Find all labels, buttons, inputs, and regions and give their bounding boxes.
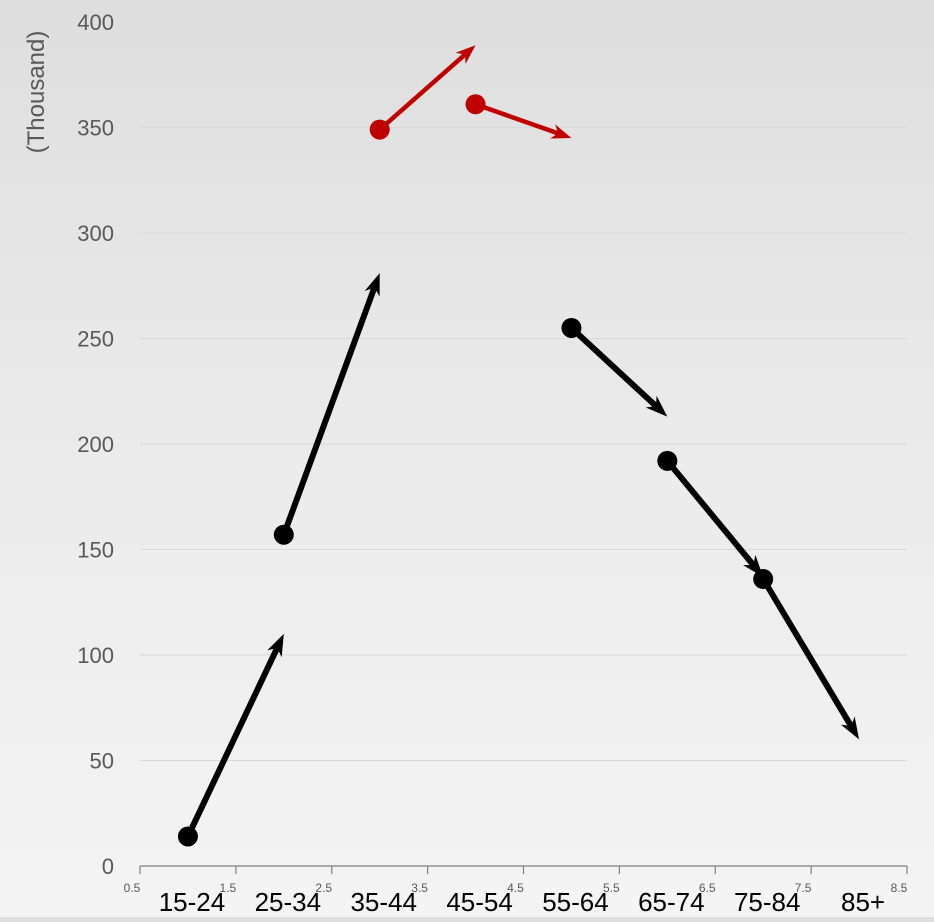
y-tick-label: 400 bbox=[77, 10, 114, 35]
arrow-shaft bbox=[664, 457, 755, 567]
x-tick-label: 0.5 bbox=[124, 881, 141, 895]
y-tick-label: 50 bbox=[90, 749, 114, 774]
y-tick-label: 200 bbox=[77, 432, 114, 457]
x-tick-label: 2.5 bbox=[315, 881, 332, 895]
y-tick-label: 350 bbox=[77, 116, 114, 141]
arrow-head bbox=[364, 273, 380, 297]
arrow-shaft bbox=[760, 576, 853, 727]
data-point bbox=[657, 450, 678, 471]
axis-layer: (Thousand) 0 50 100 150 200 250 300 350 400 0.5 1.… bbox=[23, 10, 908, 917]
x-tick-label: 8.5 bbox=[891, 881, 908, 895]
category-label: 25-34 bbox=[255, 887, 322, 917]
category-label: 85+ bbox=[841, 887, 885, 917]
grid-layer bbox=[140, 21, 907, 761]
category-label: 75-84 bbox=[734, 887, 801, 917]
category-label: 45-54 bbox=[446, 887, 513, 917]
x-tick-label: 7.5 bbox=[795, 881, 812, 895]
data-point bbox=[753, 569, 774, 590]
x-tick-label: 3.5 bbox=[411, 881, 428, 895]
data-point bbox=[273, 524, 294, 545]
y-tick-label: 250 bbox=[77, 327, 114, 352]
category-label: 55-64 bbox=[542, 887, 609, 917]
category-label: 65-74 bbox=[638, 887, 705, 917]
arrow-shaft bbox=[568, 324, 658, 408]
arrow-head bbox=[645, 395, 668, 417]
data-point bbox=[561, 317, 582, 338]
x-tick-label: 1.5 bbox=[220, 881, 237, 895]
arrow-head bbox=[550, 124, 572, 139]
y-tick-label: 150 bbox=[77, 538, 114, 563]
arrow-head bbox=[267, 633, 284, 658]
data-point bbox=[369, 119, 390, 140]
arrow-shaft bbox=[473, 102, 559, 135]
arrow-head bbox=[840, 716, 860, 740]
y-tick-label: 300 bbox=[77, 221, 114, 246]
arrow-shaft bbox=[377, 53, 466, 132]
arrow-shaft bbox=[280, 286, 377, 538]
data-point bbox=[465, 94, 486, 115]
category-label: 35-44 bbox=[350, 887, 417, 917]
y-tick-label: 0 bbox=[102, 854, 114, 879]
x-tick-label: 6.5 bbox=[699, 881, 716, 895]
y-axis-title: (Thousand) bbox=[23, 31, 50, 154]
category-label: 15-24 bbox=[159, 887, 226, 917]
x-tick-label: 4.5 bbox=[507, 881, 524, 895]
x-tick-label: 5.5 bbox=[603, 881, 620, 895]
y-tick-label: 100 bbox=[77, 643, 114, 668]
arrow-shaft bbox=[184, 647, 280, 840]
data-point bbox=[177, 826, 198, 847]
arrow-layer bbox=[177, 45, 860, 847]
arrow-head bbox=[455, 45, 476, 65]
